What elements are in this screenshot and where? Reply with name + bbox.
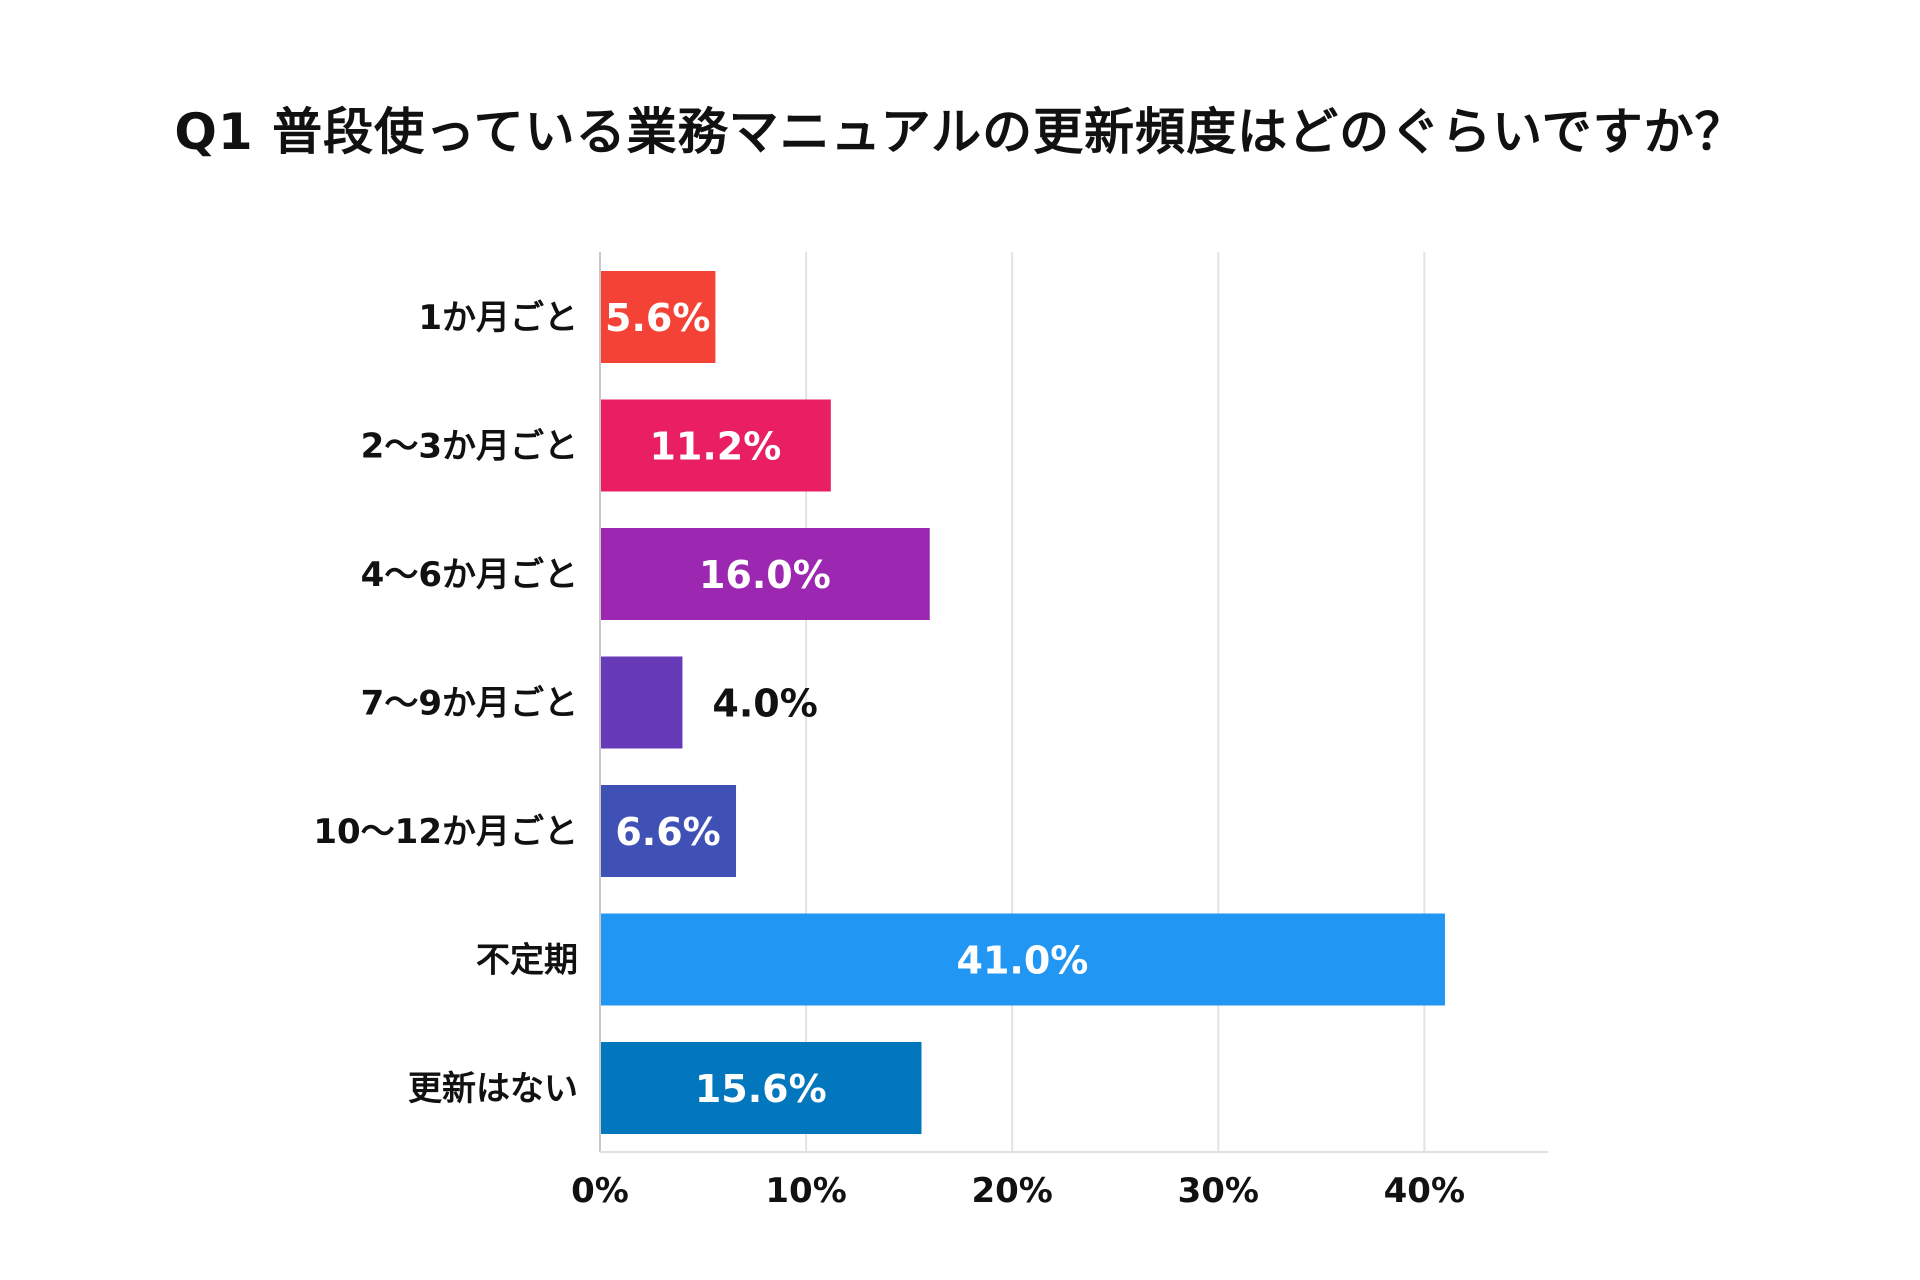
x-tick-label: 30%	[1178, 1171, 1259, 1211]
category-label: 10〜12か月ごと	[313, 812, 578, 852]
bar	[601, 271, 716, 363]
category-label: 2〜3か月ごと	[361, 427, 578, 467]
x-tick-label: 10%	[765, 1171, 846, 1211]
bar	[601, 913, 1445, 1006]
x-tick-label: 0%	[571, 1171, 629, 1211]
data-label: 16.0%	[699, 553, 831, 597]
category-label: 更新はない	[408, 1069, 578, 1109]
bar	[601, 528, 930, 620]
data-label: 41.0%	[957, 939, 1089, 983]
gridlines	[805, 252, 1426, 1152]
bar	[601, 1042, 922, 1134]
data-label: 4.0%	[712, 682, 817, 726]
bars	[601, 271, 1445, 1134]
category-label: 1か月ごと	[418, 298, 578, 338]
data-label: 11.2%	[649, 425, 781, 469]
chart-title: Q1 普段使っている業務マニュアルの更新頻度はどのぐらいですか？	[174, 103, 1746, 161]
x-tick-label: 40%	[1384, 1171, 1465, 1211]
labels: 0% 10% 20% 30% 40% 1か月ごと 5.6% 2〜3か月ごと 11.2% 4〜6か月…	[313, 296, 1465, 1211]
category-label: 不定期	[476, 941, 578, 981]
data-label: 5.6%	[605, 296, 710, 340]
category-label: 7〜9か月ごと	[361, 684, 578, 724]
axes	[599, 252, 1548, 1153]
bar	[601, 399, 831, 492]
data-label: 6.6%	[615, 810, 720, 854]
x-tick-label: 20%	[971, 1171, 1052, 1211]
category-label: 4〜6か月ごと	[361, 555, 578, 595]
bar	[601, 656, 683, 749]
bar	[601, 785, 737, 877]
data-label: 15.6%	[695, 1067, 827, 1111]
